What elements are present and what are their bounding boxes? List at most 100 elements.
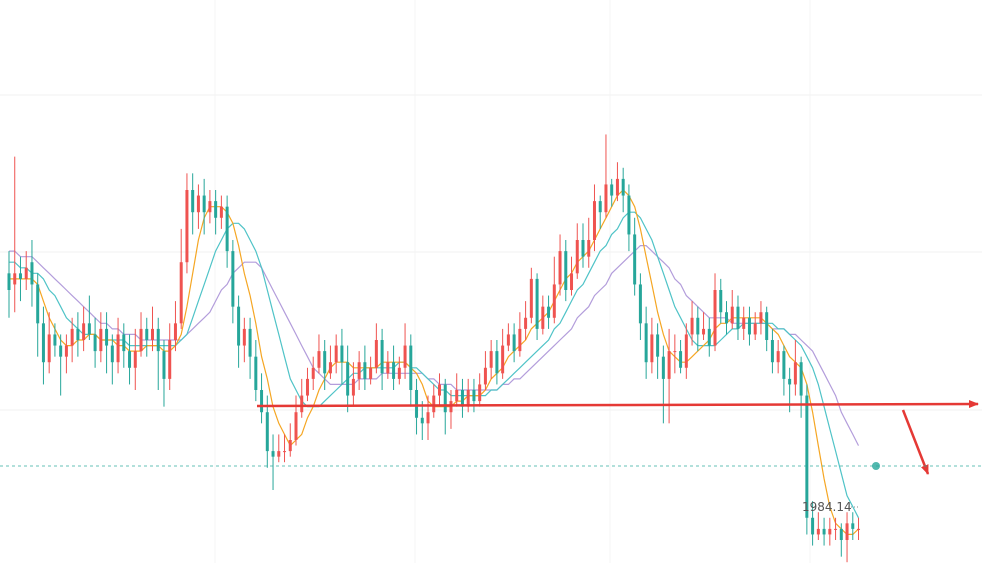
candle-body: [747, 317, 751, 335]
candle-body: [30, 262, 34, 285]
candle: [793, 340, 797, 396]
candle: [82, 306, 86, 352]
candle-body: [208, 201, 212, 213]
candle-body: [736, 306, 740, 329]
candle-body: [673, 351, 677, 353]
candle-body: [24, 267, 28, 279]
candle: [317, 334, 321, 374]
candle-body: [730, 306, 734, 324]
candle: [811, 501, 815, 546]
candle: [684, 323, 688, 379]
candle-body: [151, 328, 154, 340]
candle-body: [570, 273, 574, 290]
candle: [386, 351, 390, 379]
candle-body: [254, 356, 258, 390]
candle-body: [656, 334, 660, 357]
candle: [535, 273, 539, 340]
candle: [265, 395, 269, 468]
candle: [397, 356, 401, 385]
candle-body: [340, 345, 344, 363]
candle-body: [851, 523, 855, 529]
candle-body: [816, 528, 820, 535]
candle-body: [18, 273, 22, 279]
candle: [719, 278, 723, 324]
candle: [334, 334, 338, 374]
candle-body: [53, 334, 57, 346]
candle-body: [696, 317, 700, 335]
candle: [770, 328, 774, 374]
candle: [283, 434, 287, 463]
candle: [845, 512, 849, 563]
candle-body: [742, 317, 746, 329]
candle: [621, 167, 625, 213]
candle: [615, 162, 619, 202]
candle-body: [690, 317, 694, 335]
candle-body: [265, 412, 269, 452]
candle: [524, 301, 528, 340]
candle: [13, 156, 17, 313]
candle-body: [185, 190, 189, 263]
candle: [328, 345, 332, 379]
candle-body: [667, 351, 671, 379]
candle: [690, 301, 694, 346]
candle: [110, 334, 114, 385]
candle-body: [242, 328, 246, 346]
candle-body: [214, 201, 218, 218]
candle-body: [225, 206, 229, 252]
candle: [472, 378, 476, 413]
candle: [185, 173, 189, 274]
candle-body: [64, 345, 68, 357]
candle: [834, 517, 838, 540]
candle-body: [363, 362, 367, 379]
candle: [725, 301, 728, 335]
candle-body: [317, 351, 321, 368]
candle: [816, 512, 820, 540]
candle: [369, 356, 373, 385]
candle-body: [455, 390, 459, 402]
candle-body: [828, 528, 832, 535]
candle-body: [277, 451, 281, 457]
candle-body: [501, 345, 505, 374]
candle: [489, 340, 493, 379]
candle-body: [759, 312, 763, 324]
candle: [173, 301, 177, 352]
candle: [466, 378, 470, 413]
candle-body: [248, 328, 252, 357]
candle-body: [300, 395, 304, 413]
candle: [667, 328, 671, 424]
candle-body: [357, 362, 361, 379]
candle-body: [776, 351, 780, 363]
candle: [753, 312, 757, 340]
candle-body: [82, 323, 86, 340]
candle: [41, 306, 45, 385]
candle: [392, 345, 396, 390]
candle-body: [346, 362, 350, 396]
candle-body: [719, 290, 723, 313]
candle-body: [219, 206, 223, 218]
candle: [501, 328, 505, 379]
candle: [145, 317, 149, 357]
candle-body: [7, 273, 11, 290]
candle-body: [202, 195, 206, 213]
candle: [64, 334, 68, 374]
annotations: 1984.14: [0, 400, 982, 514]
candle: [822, 517, 826, 546]
candle: [460, 378, 464, 418]
candle: [570, 256, 574, 296]
candle-body: [564, 251, 568, 290]
candle-body: [512, 334, 516, 352]
candle-body: [518, 328, 522, 352]
candle: [805, 384, 809, 535]
candle-body: [684, 334, 688, 368]
candle: [237, 295, 241, 368]
candle: [627, 184, 631, 252]
candle-body: [260, 390, 264, 413]
candle: [633, 217, 637, 296]
candle: [478, 373, 482, 407]
candle: [782, 345, 786, 396]
candle-body: [753, 323, 757, 335]
candle: [116, 317, 120, 374]
candle-body: [237, 306, 241, 346]
candle-body: [558, 251, 562, 285]
